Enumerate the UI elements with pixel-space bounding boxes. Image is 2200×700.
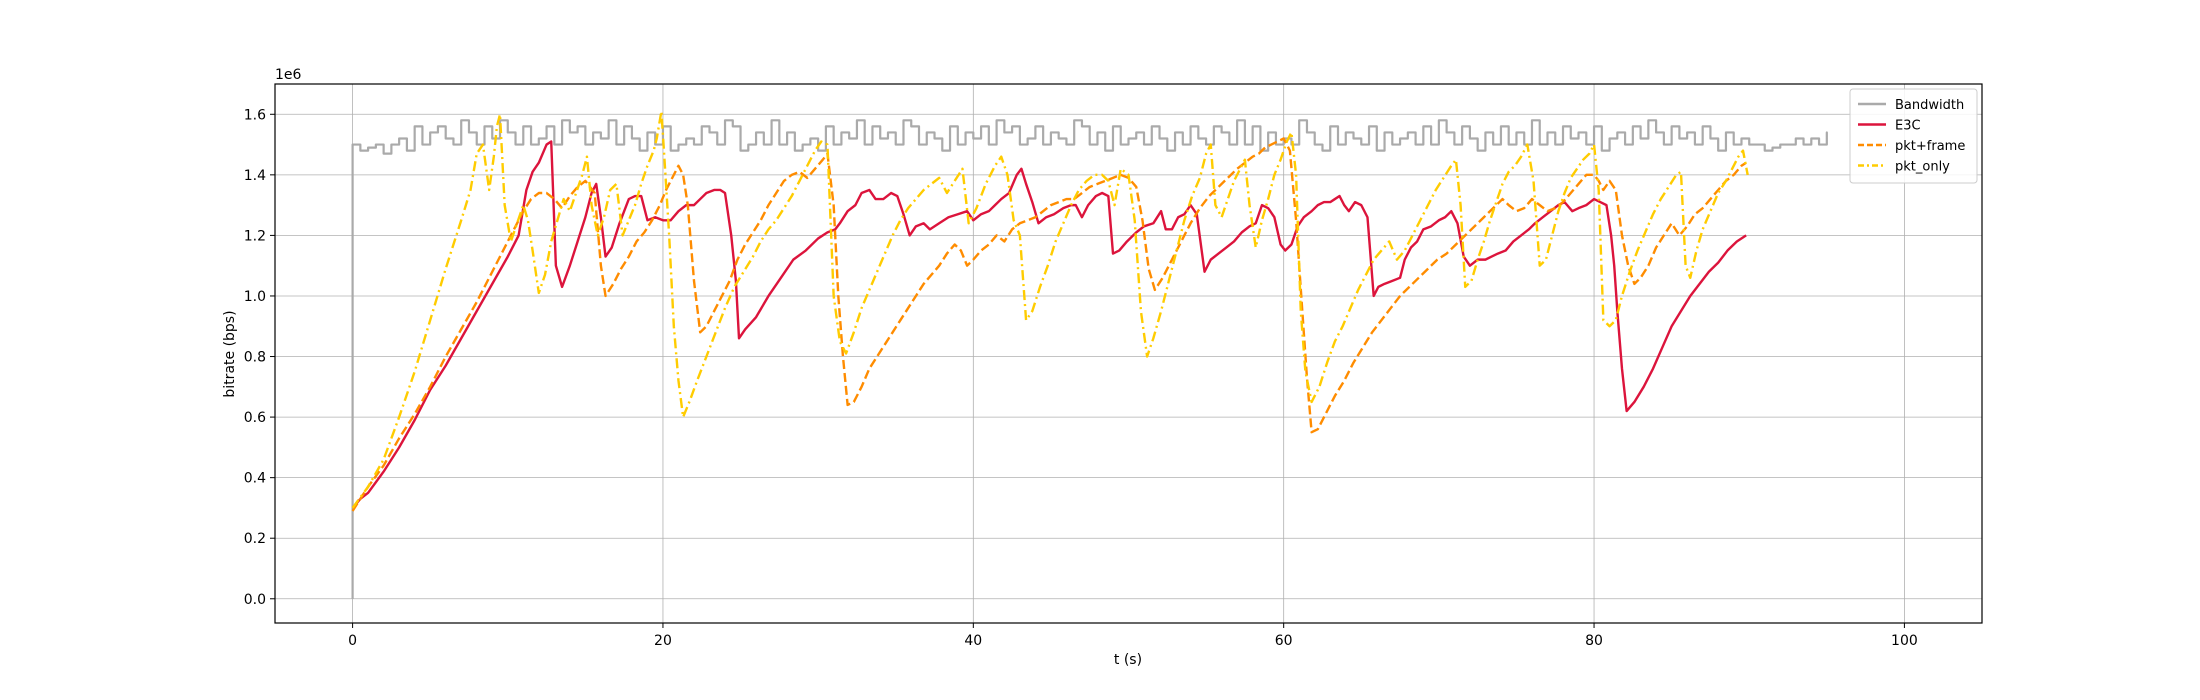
y-tick-label: 0.2 — [244, 531, 266, 547]
x-tick-label: 60 — [1275, 633, 1293, 649]
y-tick-label: 1.2 — [244, 228, 266, 244]
y-offset-label: 1e6 — [275, 67, 302, 83]
legend-entry-label: pkt_only — [1895, 160, 1950, 175]
x-tick-label: 0 — [348, 633, 357, 649]
legend-entry-label: E3C — [1895, 119, 1921, 134]
x-tick-label: 100 — [1891, 633, 1918, 649]
x-ticks: 0 20 40 60 80 100 — [348, 623, 1918, 649]
y-tick-label: 0.4 — [244, 471, 266, 487]
y-tick-label: 0.6 — [244, 410, 266, 426]
y-axis-label: bitrate (bps) — [222, 310, 238, 397]
grid-lines — [275, 84, 1982, 623]
x-tick-label: 80 — [1585, 633, 1603, 649]
legend-entry-label: pkt+frame — [1895, 139, 1965, 154]
legend-entry-label: Bandwidth — [1895, 98, 1964, 113]
x-axis-label: t (s) — [1114, 652, 1142, 668]
plot-frame — [274, 83, 1983, 624]
series-line-pkt-only — [351, 110, 1749, 509]
y-ticks: 0.0 0.2 0.4 0.6 0.8 1.0 1.2 1.4 1.6 — [244, 107, 275, 608]
x-tick-label: 40 — [964, 633, 982, 649]
series-line-bandwidth — [351, 119, 1828, 599]
y-tick-label: 0.0 — [244, 592, 266, 608]
plot-series — [351, 110, 1828, 599]
legend-box — [1849, 88, 1978, 184]
x-tick-label: 20 — [654, 633, 672, 649]
series-line-pkt-frame — [351, 137, 1747, 512]
y-tick-label: 0.8 — [244, 350, 266, 366]
series-line-e3c — [351, 140, 1747, 509]
legend: Bandwidth E3C pkt+frame pkt_only — [1849, 88, 1978, 184]
y-tick-label: 1.4 — [244, 168, 266, 184]
y-tick-label: 1.6 — [244, 107, 266, 123]
y-tick-label: 1.0 — [244, 289, 266, 305]
